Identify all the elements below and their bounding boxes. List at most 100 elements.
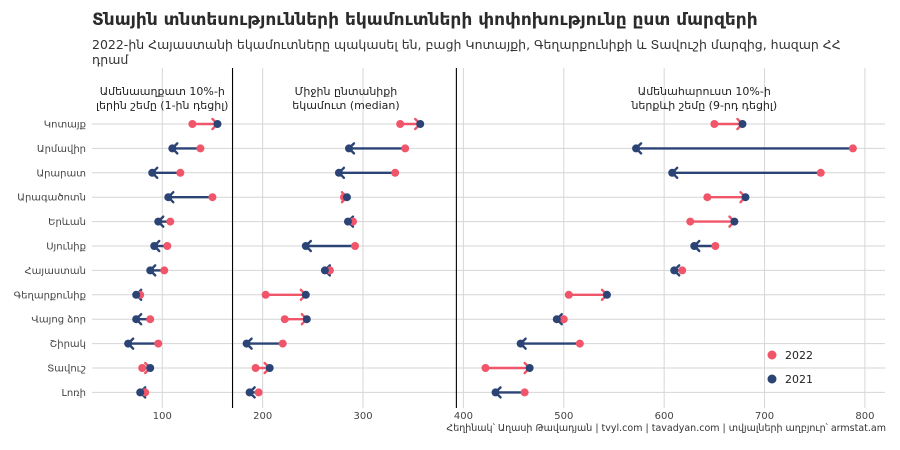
point-2022 bbox=[160, 266, 169, 275]
point-2022 bbox=[254, 388, 263, 397]
panel-title: Միջին ընտանիքի bbox=[295, 85, 398, 98]
point-2022 bbox=[261, 290, 270, 299]
point-2021 bbox=[491, 388, 500, 397]
panel-title: ներքևի շեմը (9-րդ դեցիլ) bbox=[630, 99, 777, 112]
point-2022 bbox=[251, 364, 260, 372]
x-tick-label: 600 bbox=[655, 411, 674, 422]
point-2022 bbox=[710, 120, 719, 128]
point-2021 bbox=[302, 315, 311, 324]
point-2022 bbox=[686, 217, 695, 226]
point-2021 bbox=[343, 217, 352, 226]
panel-title: եկամուտ (median) bbox=[292, 99, 399, 112]
y-tick-label: Լոռի bbox=[62, 388, 87, 399]
point-2021 bbox=[301, 290, 310, 299]
point-2021 bbox=[344, 144, 353, 153]
point-2021 bbox=[154, 217, 163, 226]
point-2022 bbox=[196, 144, 205, 153]
point-2021 bbox=[146, 266, 155, 275]
chart-caption: Հեղինակ՝ Աղասի Թավադյան | tvyl.com | tav… bbox=[446, 423, 886, 434]
legend-label-2022: 2022 bbox=[785, 349, 813, 362]
legend-label-2021: 2021 bbox=[785, 373, 813, 386]
point-2022 bbox=[575, 339, 584, 348]
point-2021 bbox=[242, 339, 251, 348]
point-2022 bbox=[481, 364, 490, 372]
y-tick-label: Գեղարքունիք bbox=[14, 290, 86, 301]
point-2021 bbox=[124, 339, 133, 348]
x-tick-label: 400 bbox=[454, 411, 473, 422]
point-2022 bbox=[848, 144, 857, 153]
x-tick-label: 700 bbox=[755, 411, 774, 422]
point-2022 bbox=[280, 315, 289, 324]
point-2021 bbox=[148, 168, 157, 177]
point-2021 bbox=[320, 266, 329, 275]
point-2021 bbox=[602, 290, 611, 299]
point-2022 bbox=[678, 266, 687, 275]
point-2022 bbox=[350, 242, 359, 250]
x-tick-label: 500 bbox=[554, 411, 573, 422]
point-2021 bbox=[738, 120, 747, 128]
point-2021 bbox=[132, 290, 141, 299]
point-2021 bbox=[132, 315, 141, 324]
point-2022 bbox=[138, 364, 147, 372]
y-tick-label: Վայոց ձոր bbox=[31, 315, 86, 326]
panel-title: Ամենաաղքատ 10%-ի bbox=[100, 85, 225, 98]
point-2022 bbox=[391, 168, 400, 177]
point-2022 bbox=[166, 217, 175, 226]
point-2022 bbox=[163, 242, 172, 250]
point-2021 bbox=[516, 339, 525, 348]
y-tick-label: Սյունիք bbox=[46, 242, 86, 253]
point-2021 bbox=[164, 193, 173, 202]
point-2021 bbox=[136, 388, 145, 397]
point-2021 bbox=[741, 193, 750, 202]
point-2021 bbox=[245, 388, 254, 397]
x-tick-label: 200 bbox=[253, 411, 272, 422]
chart-title: Տնային տնտեսությունների եկամուտների փոփո… bbox=[92, 10, 758, 30]
point-2021 bbox=[146, 364, 155, 372]
point-2021 bbox=[730, 217, 739, 226]
point-2021 bbox=[213, 120, 222, 128]
point-2022 bbox=[146, 315, 155, 324]
point-2022 bbox=[396, 120, 405, 128]
y-tick-label: Շիրակ bbox=[50, 339, 86, 350]
point-2021 bbox=[301, 242, 310, 250]
point-2021 bbox=[670, 266, 679, 275]
y-tick-label: Տավուշ bbox=[47, 364, 86, 375]
x-tick-label: 800 bbox=[855, 411, 874, 422]
point-2022 bbox=[559, 315, 568, 324]
point-2021 bbox=[690, 242, 699, 250]
y-tick-label: Արագածոտն bbox=[17, 193, 86, 204]
panel-title: Ամենահարուստ 10%-ի bbox=[638, 85, 771, 98]
point-2022 bbox=[711, 242, 720, 250]
y-tick-label: Արարատ bbox=[36, 168, 86, 179]
point-2022 bbox=[520, 388, 529, 397]
x-tick-label: 300 bbox=[353, 411, 372, 422]
point-2022 bbox=[816, 168, 825, 177]
legend-marker-2021 bbox=[767, 374, 777, 384]
legend-marker-2022 bbox=[767, 350, 777, 360]
x-tick-label: 100 bbox=[153, 411, 172, 422]
panel-title: լերին շեմը (1-ին դեցիլ) bbox=[96, 99, 228, 112]
point-2021 bbox=[265, 364, 274, 372]
y-tick-label: Արմավիր bbox=[37, 144, 86, 155]
point-2022 bbox=[154, 339, 163, 348]
point-2021 bbox=[334, 168, 343, 177]
point-2022 bbox=[188, 120, 197, 128]
chart-subtitle: 2022-ին Հայաստանի եկամուտները պակասել են… bbox=[92, 37, 841, 67]
point-2021 bbox=[416, 120, 425, 128]
point-2022 bbox=[564, 290, 573, 299]
point-2021 bbox=[525, 364, 534, 372]
point-2022 bbox=[703, 193, 712, 202]
y-tick-label: Հայաստան bbox=[24, 266, 86, 277]
point-2021 bbox=[668, 168, 677, 177]
point-2022 bbox=[176, 168, 185, 177]
point-2021 bbox=[150, 242, 159, 250]
point-2021 bbox=[632, 144, 641, 153]
point-2021 bbox=[168, 144, 177, 153]
point-2022 bbox=[401, 144, 410, 153]
y-tick-label: Երևան bbox=[48, 217, 86, 228]
point-2022 bbox=[278, 339, 287, 348]
point-2021 bbox=[342, 193, 351, 202]
point-2022 bbox=[208, 193, 217, 202]
point-2021 bbox=[552, 315, 561, 324]
